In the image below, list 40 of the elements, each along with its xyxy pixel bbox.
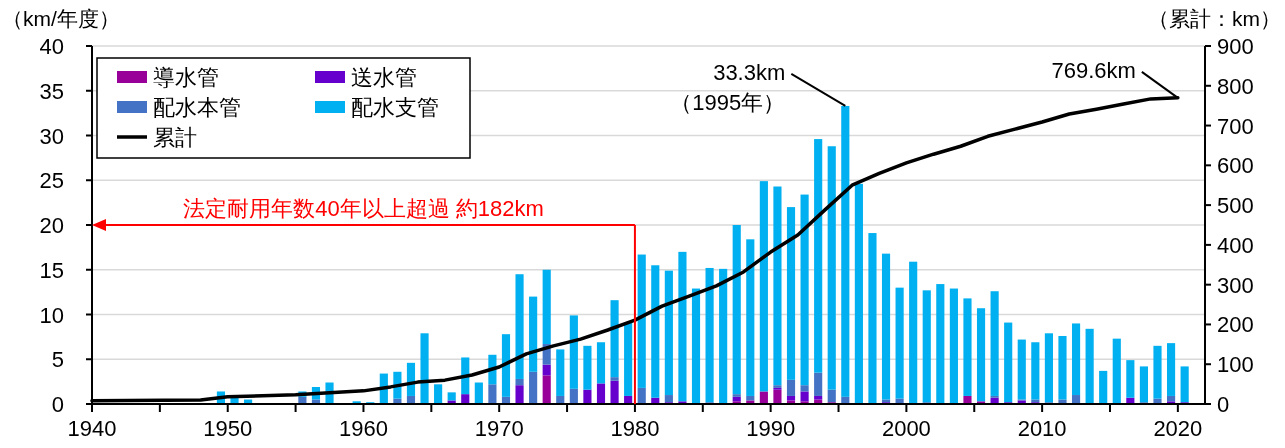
y-tick-label: 0 xyxy=(51,392,64,417)
legend-label: 配水支管 xyxy=(351,95,439,120)
y-tick-label: 25 xyxy=(39,168,64,194)
y2-tick-label: 400 xyxy=(1217,232,1254,258)
annotation: 769.6km xyxy=(1051,57,1179,99)
x-tick-label: 1980 xyxy=(610,416,660,441)
y2-tick-label: 600 xyxy=(1217,153,1254,179)
x-tick-label: 1970 xyxy=(474,416,524,441)
legend-label: 送水管 xyxy=(351,65,417,90)
legend-label: 導水管 xyxy=(153,65,219,90)
y-tick-label: 20 xyxy=(39,213,64,238)
y2-tick-label: 900 xyxy=(1217,34,1254,59)
legend-label: 配水本管 xyxy=(153,95,241,120)
y2-axis-title: （累計：km） xyxy=(1148,7,1281,30)
x-tick-label: 1950 xyxy=(203,416,253,441)
y2-tick-label: 500 xyxy=(1217,193,1254,219)
x-tick-label: 2000 xyxy=(881,416,931,441)
annotation: 33.3km （1995年） xyxy=(670,59,786,115)
y2-tick-label: 100 xyxy=(1217,352,1254,378)
legend-label: 累計 xyxy=(153,125,197,150)
y-tick-label: 30 xyxy=(39,123,64,149)
annotation: 769.6km xyxy=(1051,57,1136,83)
y2-tick-label: 200 xyxy=(1217,312,1254,338)
x-tick-label: 1990 xyxy=(746,416,796,441)
x-tick-label: 1960 xyxy=(338,416,388,441)
y-axis-title: （km/年度） xyxy=(2,7,120,30)
y-tick-label: 10 xyxy=(39,302,64,328)
ref-line-label: 法定耐用年数40年以上超過 約182km xyxy=(183,196,544,221)
x-tick-label: 1940 xyxy=(67,416,117,441)
y2-tick-label: 700 xyxy=(1217,113,1254,139)
y-tick-label: 15 xyxy=(39,257,64,283)
x-tick-label: 2020 xyxy=(1153,416,1203,441)
x-tick-label: 2010 xyxy=(1017,416,1067,441)
y2-tick-label: 800 xyxy=(1217,73,1254,99)
annotation: 33.3km （1995年） xyxy=(670,59,847,115)
y2-tick-label: 0 xyxy=(1217,392,1230,417)
y2-tick-label: 300 xyxy=(1217,272,1254,298)
y-tick-label: 5 xyxy=(51,347,64,373)
y-tick-label: 40 xyxy=(39,34,64,59)
y-tick-label: 35 xyxy=(39,78,64,104)
